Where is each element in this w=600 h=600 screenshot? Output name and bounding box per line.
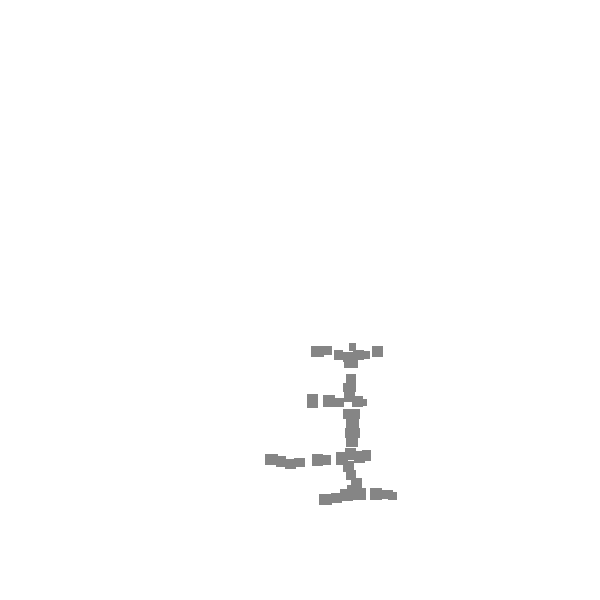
gray-block-19 (346, 418, 359, 428)
gray-block-13 (323, 395, 335, 407)
gray-block-8 (372, 346, 383, 357)
gray-block-9 (344, 359, 358, 368)
gray-block-17 (359, 399, 367, 406)
gray-block-2 (322, 346, 332, 355)
gray-block-36 (319, 494, 332, 505)
gray-block-42 (388, 492, 397, 500)
gray-block-12 (307, 394, 318, 408)
gray-block-21 (346, 438, 358, 447)
gray-block-cluster-icon (265, 343, 397, 505)
gray-block-39 (352, 488, 366, 500)
gray-block-31 (362, 450, 371, 461)
gray-block-18 (343, 409, 360, 419)
gray-block-3 (334, 350, 343, 360)
gray-block-10 (346, 374, 356, 383)
gray-block-14 (334, 398, 344, 407)
gray-block-23 (276, 456, 286, 467)
gray-block-20 (345, 428, 360, 438)
gray-block-5 (349, 343, 356, 351)
gray-block-7 (362, 351, 370, 359)
gray-block-27 (320, 455, 331, 465)
gray-block-38 (340, 489, 353, 501)
gray-block-25 (294, 458, 305, 467)
